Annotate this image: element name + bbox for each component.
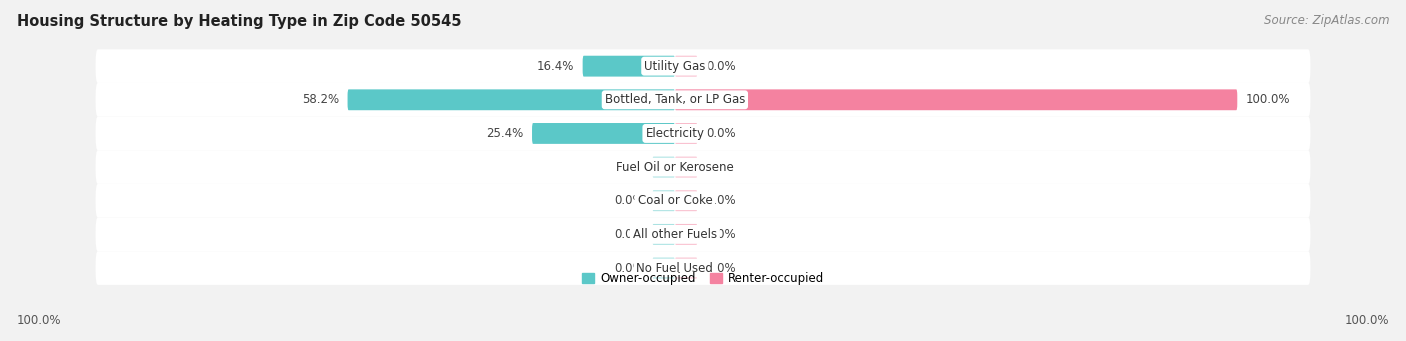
FancyBboxPatch shape	[652, 157, 675, 178]
Text: Housing Structure by Heating Type in Zip Code 50545: Housing Structure by Heating Type in Zip…	[17, 14, 461, 29]
FancyBboxPatch shape	[96, 49, 1310, 83]
Legend: Owner-occupied, Renter-occupied: Owner-occupied, Renter-occupied	[578, 267, 828, 290]
FancyBboxPatch shape	[96, 218, 1310, 251]
FancyBboxPatch shape	[652, 190, 675, 211]
Text: 100.0%: 100.0%	[1246, 93, 1291, 106]
Text: 16.4%: 16.4%	[537, 60, 574, 73]
Text: 100.0%: 100.0%	[1344, 314, 1389, 327]
FancyBboxPatch shape	[675, 123, 697, 144]
FancyBboxPatch shape	[96, 251, 1310, 285]
FancyBboxPatch shape	[96, 117, 1310, 150]
Text: Coal or Coke: Coal or Coke	[637, 194, 713, 207]
Text: Source: ZipAtlas.com: Source: ZipAtlas.com	[1264, 14, 1389, 27]
Text: Electricity: Electricity	[645, 127, 704, 140]
Text: 0.0%: 0.0%	[614, 262, 644, 275]
FancyBboxPatch shape	[531, 123, 675, 144]
FancyBboxPatch shape	[96, 83, 1310, 117]
Text: 25.4%: 25.4%	[486, 127, 523, 140]
FancyBboxPatch shape	[652, 257, 675, 279]
FancyBboxPatch shape	[675, 257, 697, 279]
FancyBboxPatch shape	[582, 56, 675, 77]
Text: 58.2%: 58.2%	[302, 93, 339, 106]
FancyBboxPatch shape	[675, 56, 697, 77]
Text: 0.0%: 0.0%	[706, 194, 735, 207]
Text: Bottled, Tank, or LP Gas: Bottled, Tank, or LP Gas	[605, 93, 745, 106]
FancyBboxPatch shape	[675, 224, 697, 245]
Text: 0.0%: 0.0%	[614, 228, 644, 241]
FancyBboxPatch shape	[347, 89, 675, 110]
FancyBboxPatch shape	[96, 184, 1310, 218]
Text: 0.0%: 0.0%	[706, 127, 735, 140]
Text: Fuel Oil or Kerosene: Fuel Oil or Kerosene	[616, 161, 734, 174]
FancyBboxPatch shape	[652, 224, 675, 245]
Text: 0.0%: 0.0%	[614, 161, 644, 174]
Text: 100.0%: 100.0%	[17, 314, 62, 327]
Text: No Fuel Used: No Fuel Used	[637, 262, 713, 275]
Text: 0.0%: 0.0%	[706, 228, 735, 241]
FancyBboxPatch shape	[675, 157, 697, 178]
Text: 0.0%: 0.0%	[706, 161, 735, 174]
Text: 0.0%: 0.0%	[706, 60, 735, 73]
Text: 0.0%: 0.0%	[614, 194, 644, 207]
FancyBboxPatch shape	[96, 150, 1310, 184]
FancyBboxPatch shape	[675, 190, 697, 211]
Text: All other Fuels: All other Fuels	[633, 228, 717, 241]
Text: Utility Gas: Utility Gas	[644, 60, 706, 73]
Text: 0.0%: 0.0%	[706, 262, 735, 275]
FancyBboxPatch shape	[675, 89, 1237, 110]
